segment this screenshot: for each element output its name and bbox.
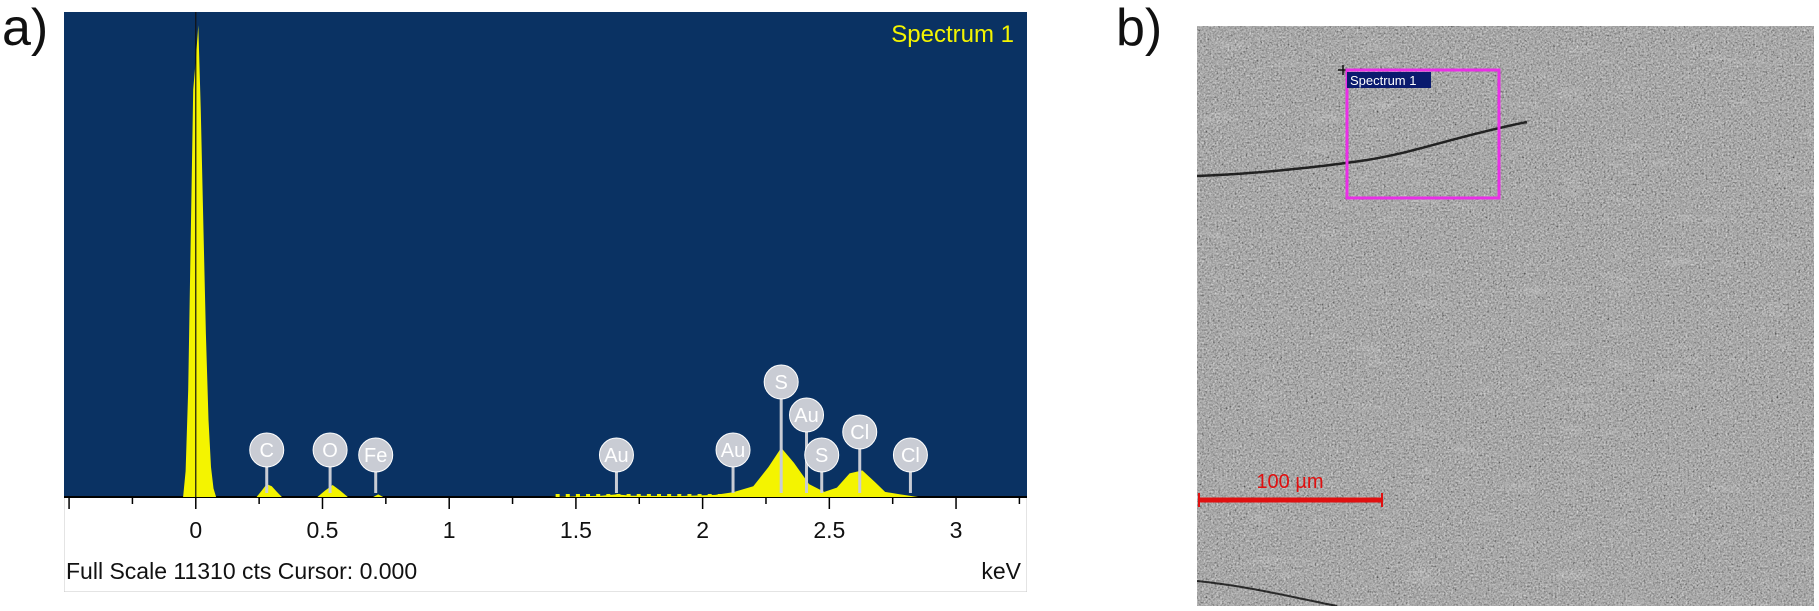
baseline-count xyxy=(606,494,611,497)
surface-crack xyxy=(1196,580,1338,607)
x-tick-label: 1 xyxy=(443,517,456,543)
baseline-count xyxy=(555,494,560,497)
roi-label-background xyxy=(1347,72,1431,88)
eds-spectrum-panel: 0 0.5 1 1.5 2 2.5 3 C O Fe Au Au S Au S Cl Cl Spectrum … xyxy=(64,12,1027,592)
baseline-count xyxy=(626,494,631,497)
sem-fiber-texture xyxy=(1197,26,1814,606)
spectrum-roi-box[interactable] xyxy=(1345,68,1501,200)
panel-label-b: b) xyxy=(1116,0,1163,57)
baseline-count xyxy=(575,494,580,497)
x-axis-unit-label: keV xyxy=(981,558,1021,584)
x-axis-ticks: 0 0.5 1 1.5 2 2.5 3 xyxy=(68,497,1021,543)
baseline-count xyxy=(667,494,672,497)
element-label-text: Au xyxy=(721,440,745,462)
x-tick-label: 2.5 xyxy=(813,517,845,543)
sem-micrograph: Spectrum 1 100 µm xyxy=(1196,26,1814,607)
element-label: Au xyxy=(715,432,751,493)
element-label-text: Fe xyxy=(364,445,387,467)
spectrum-title: Spectrum 1 xyxy=(891,21,1014,48)
element-label: Cl xyxy=(842,414,878,493)
x-tick-label: 0 xyxy=(189,517,202,543)
eds-spectrum-chart: 0 0.5 1 1.5 2 2.5 3 C O Fe Au Au S Au S Cl Cl Spectrum … xyxy=(64,12,1027,592)
baseline-count xyxy=(646,494,651,497)
scale-bar xyxy=(1198,493,1383,507)
baseline-count xyxy=(707,494,712,497)
element-label: Au xyxy=(598,437,634,493)
baseline-count xyxy=(636,494,641,497)
baseline-count xyxy=(697,494,702,497)
element-label: Fe xyxy=(358,437,394,493)
element-label-text: Au xyxy=(794,405,818,427)
element-label-text: Au xyxy=(604,445,628,467)
baseline-count xyxy=(616,494,621,497)
spectrum-peak xyxy=(550,447,919,497)
baseline-count xyxy=(565,494,570,497)
element-label-text: Cl xyxy=(901,445,920,467)
spectrum-peak xyxy=(256,484,282,497)
spectrum-peak xyxy=(373,494,384,497)
baseline-count xyxy=(657,494,662,497)
element-label: C xyxy=(249,432,285,493)
element-label-text: C xyxy=(260,440,274,462)
baseline-count xyxy=(717,494,722,497)
element-label-text: Cl xyxy=(850,422,869,444)
baseline-count xyxy=(586,494,591,497)
full-scale-readout: Full Scale 11310 cts Cursor: 0.000 xyxy=(66,558,417,584)
surface-crack xyxy=(1196,120,1528,178)
element-label-text: S xyxy=(775,372,788,394)
panel-label-a: a) xyxy=(2,0,49,57)
scale-bar-label: 100 µm xyxy=(1256,471,1323,493)
element-label: S xyxy=(763,364,799,493)
roi-label: Spectrum 1 xyxy=(1350,73,1416,88)
element-labels: C O Fe Au Au S Au S Cl Cl xyxy=(249,364,928,493)
element-label: O xyxy=(312,432,348,493)
x-tick-label: 2 xyxy=(696,517,709,543)
x-tick-label: 1.5 xyxy=(560,517,592,543)
baseline-count xyxy=(596,494,601,497)
spectrum-peaks xyxy=(183,25,919,498)
element-label: Cl xyxy=(892,437,928,493)
element-label: S xyxy=(804,437,840,493)
element-label-text: O xyxy=(322,440,338,462)
x-tick-label: 3 xyxy=(950,517,963,543)
x-tick-label: 0.5 xyxy=(306,517,338,543)
element-label-text: S xyxy=(815,445,828,467)
baseline-count xyxy=(677,494,682,497)
baseline-count xyxy=(687,494,692,497)
sem-image-panel: Spectrum 1 100 µm xyxy=(1196,26,1814,607)
spectrum-peak xyxy=(183,25,217,498)
spectrum-peak xyxy=(317,485,348,497)
